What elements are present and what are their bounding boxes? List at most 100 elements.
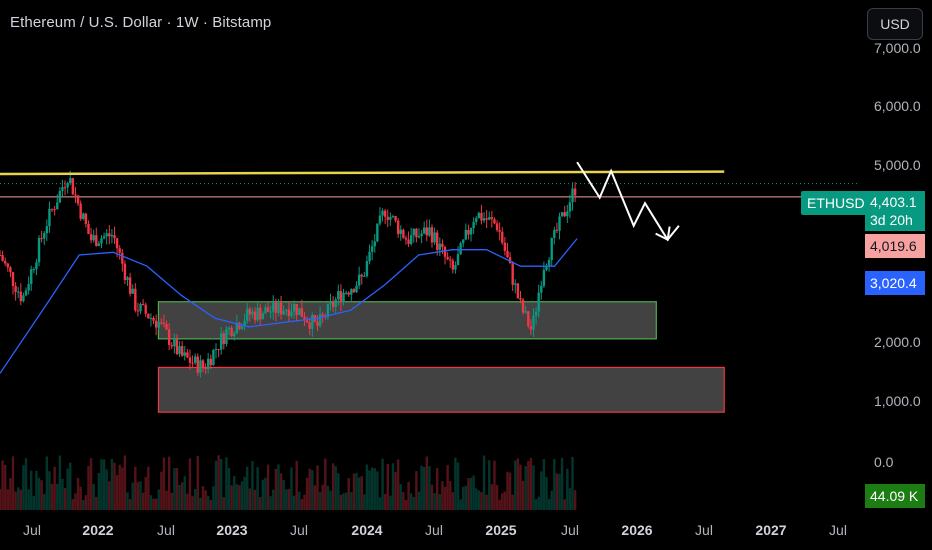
candle (407, 239, 410, 244)
volume-bar (373, 468, 376, 510)
candle (87, 223, 90, 235)
volume-bar (9, 478, 12, 510)
volume-bar (285, 489, 288, 510)
candle (417, 235, 421, 238)
volume-bar (308, 468, 311, 510)
candle (292, 303, 296, 312)
ma-value-badge: 3,020.4 (865, 271, 925, 295)
candle (396, 220, 400, 234)
candle (37, 238, 41, 263)
candle (238, 322, 241, 329)
candle (553, 229, 556, 238)
candle (128, 277, 132, 294)
candle (558, 216, 561, 231)
volume-bar (568, 488, 572, 510)
projection-arrowhead (655, 226, 671, 242)
candle (342, 292, 345, 303)
candle (154, 320, 158, 328)
time-axis-tick: 2022 (82, 522, 114, 538)
candle (490, 217, 494, 220)
volume-bar (82, 499, 85, 510)
volume-bar (227, 468, 231, 510)
candle (337, 291, 340, 300)
volume-bar (352, 473, 356, 510)
currency-button[interactable]: USD (867, 8, 923, 40)
candle (22, 295, 25, 302)
candle (446, 256, 449, 260)
volume-bar (365, 464, 369, 510)
candle (118, 248, 121, 253)
candle (290, 311, 293, 317)
volume-bar (360, 476, 363, 510)
candle (188, 357, 192, 363)
volume-bar (149, 495, 153, 510)
volume-bar (506, 471, 509, 510)
volume-bar (425, 456, 428, 510)
volume-bar (514, 460, 517, 510)
candle (477, 212, 481, 219)
time-axis-tick: Jul (829, 522, 847, 538)
candle (139, 304, 142, 312)
candle (495, 223, 499, 231)
volume-bar (50, 483, 54, 510)
volume-bar (199, 497, 202, 510)
volume-bar (300, 498, 304, 510)
volume-bar (404, 499, 408, 510)
volume-bar (436, 468, 439, 510)
volume-bar (110, 458, 114, 510)
volume-bar (48, 471, 51, 510)
candle (547, 259, 551, 266)
candle (30, 269, 33, 285)
volume-bar (261, 479, 265, 510)
volume-bar (433, 492, 436, 510)
volume-bar (292, 495, 296, 510)
candle (441, 243, 444, 248)
volume-badge: 44.09 K (865, 484, 925, 508)
candle (506, 250, 509, 258)
volume-bar (295, 460, 298, 510)
candle (196, 356, 199, 373)
candle (74, 194, 77, 196)
volume-bar (188, 458, 192, 510)
candle (425, 227, 428, 236)
candle (389, 217, 392, 220)
volume-bar (248, 488, 252, 510)
volume-bar (399, 484, 402, 510)
candle (261, 313, 265, 320)
candle (217, 348, 220, 350)
volume-bar (4, 464, 7, 510)
candle (282, 310, 285, 315)
volume-bar (503, 491, 507, 510)
time-axis-tick: Jul (157, 522, 175, 538)
candle (469, 227, 473, 235)
volume-bar (214, 460, 218, 510)
candle (563, 212, 566, 217)
volume-bar (136, 482, 140, 510)
candle (462, 239, 465, 244)
volume-bar (115, 475, 119, 510)
volume-bar (407, 481, 410, 510)
candle (300, 308, 304, 317)
volume-bar (56, 483, 59, 510)
volume-bar (66, 468, 69, 510)
candle (482, 218, 486, 221)
volume-bar (230, 485, 233, 510)
candle (17, 291, 20, 293)
volume-bar (464, 485, 468, 510)
candle (383, 210, 387, 217)
volume-bar (495, 485, 499, 510)
candle (110, 235, 114, 237)
volume-bar (324, 458, 327, 510)
candle (233, 333, 236, 337)
volume-bar (329, 490, 332, 510)
candle (534, 311, 538, 316)
candle (193, 356, 197, 363)
volume-bar (180, 482, 184, 510)
volume-bar (394, 472, 397, 510)
volume-bar (456, 462, 460, 510)
volume-bar (532, 465, 535, 510)
candle (334, 299, 337, 307)
candle (459, 243, 462, 255)
volume-bar (97, 472, 101, 510)
